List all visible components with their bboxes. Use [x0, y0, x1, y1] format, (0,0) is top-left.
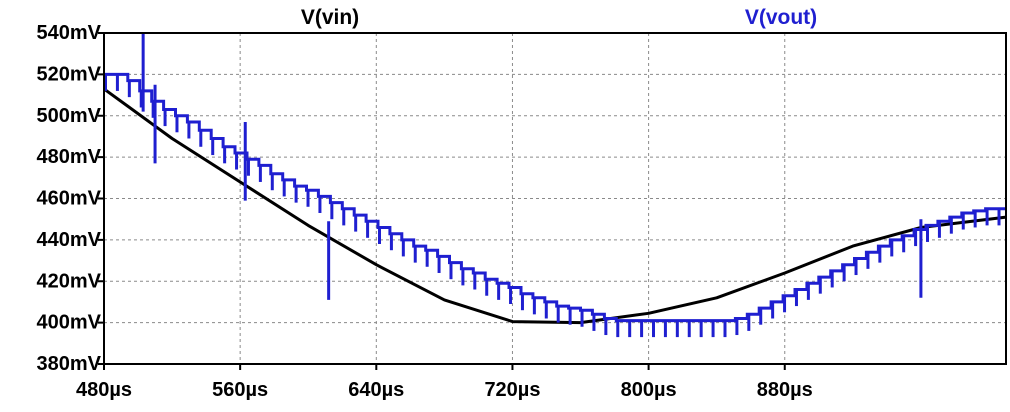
- trace-vin: [103, 87, 1007, 325]
- trace-titles[interactable]: V(vin) V(vout): [301, 6, 817, 29]
- y-tick-label: 540mV: [37, 22, 102, 44]
- y-tick-label: 460mV: [37, 188, 102, 210]
- y-tick-label: 480mV: [37, 146, 102, 168]
- y-tick-label: 380mV: [37, 353, 102, 375]
- y-tick-label: 440mV: [37, 229, 102, 251]
- y-tick-label: 500mV: [37, 105, 102, 127]
- axis-ticks: 540mV 520mV 500mV 480mV 460mV 440mV 420mV 400mV…: [37, 22, 813, 401]
- trace-vout: [104, 33, 1006, 338]
- trace-title-vout[interactable]: V(vout): [745, 6, 817, 29]
- x-tick-label: 800µs: [621, 379, 677, 401]
- traces: [103, 33, 1007, 338]
- trace-title-vin[interactable]: V(vin): [301, 6, 359, 29]
- x-tick-label: 640µs: [348, 379, 404, 401]
- x-tick-label: 880µs: [757, 379, 813, 401]
- x-tick-label: 560µs: [212, 379, 268, 401]
- y-tick-label: 520mV: [37, 63, 102, 85]
- x-tick-label: 480µs: [76, 379, 132, 401]
- y-tick-label: 420mV: [37, 270, 102, 292]
- y-tick-label: 400mV: [37, 312, 102, 334]
- vout-staircase: [104, 72, 1006, 323]
- x-tick-label: 720µs: [484, 379, 540, 401]
